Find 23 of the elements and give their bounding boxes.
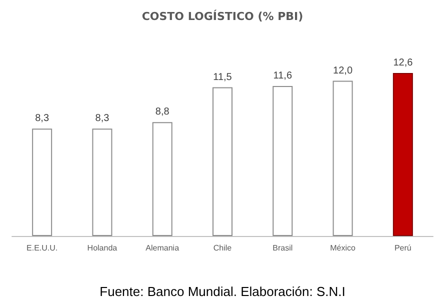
- bar: [152, 122, 172, 236]
- data-label: 8,3: [35, 113, 50, 124]
- data-label: 11,5: [213, 72, 232, 83]
- bar: [272, 86, 293, 236]
- source-note: Fuente: Banco Mundial. Elaboración: S.N.I: [100, 284, 346, 299]
- x-tick-label: México: [330, 244, 356, 252]
- x-tick-label: Brasil: [272, 244, 293, 252]
- bar: [212, 87, 232, 236]
- data-label: 11,6: [273, 70, 292, 82]
- x-tick-label: E.E.U.U.: [26, 244, 58, 252]
- bar: [92, 128, 112, 236]
- x-tick-label: Perú: [394, 244, 412, 252]
- data-label: 8,3: [95, 113, 110, 124]
- x-tick-label: Holanda: [87, 244, 118, 252]
- chart-title: COSTO LOGÍSTICO (% PBI): [142, 9, 304, 23]
- data-label: 12,6: [393, 58, 414, 69]
- x-tick-label: Chile: [213, 244, 232, 252]
- data-label: 8,8: [155, 106, 170, 118]
- bar: [392, 73, 413, 236]
- x-tick-label: Alemania: [146, 244, 180, 252]
- data-label: 12,0: [333, 65, 353, 76]
- bar: [32, 128, 52, 236]
- bar: [332, 80, 353, 236]
